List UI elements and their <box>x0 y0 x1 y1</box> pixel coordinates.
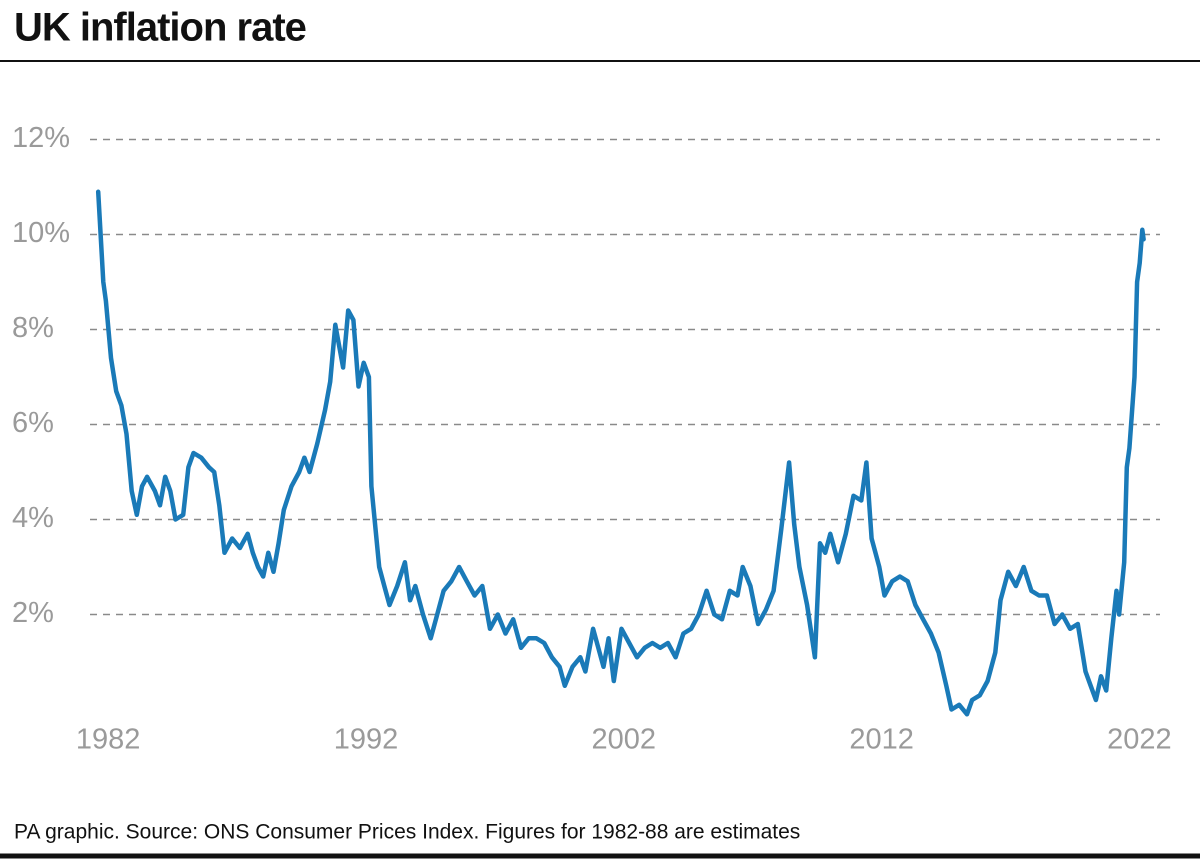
x-tick-label: 2022 <box>1107 724 1172 756</box>
y-tick-label: 8% <box>12 312 54 344</box>
inflation-line <box>95 189 1146 717</box>
source-note: PA graphic. Source: ONS Consumer Prices … <box>14 821 800 844</box>
y-tick-label: 4% <box>12 502 54 534</box>
y-tick-label: 12% <box>12 122 70 154</box>
x-tick-label: 1992 <box>334 724 399 756</box>
x-tick-label: 2012 <box>849 724 914 756</box>
y-tick-label: 10% <box>12 217 70 249</box>
x-tick-label: 1982 <box>76 724 141 756</box>
chart-title: UK inflation rate <box>14 6 306 50</box>
y-tick-label: 2% <box>12 597 54 629</box>
x-tick-label: 2002 <box>592 724 657 756</box>
y-tick-label: 6% <box>12 407 54 439</box>
